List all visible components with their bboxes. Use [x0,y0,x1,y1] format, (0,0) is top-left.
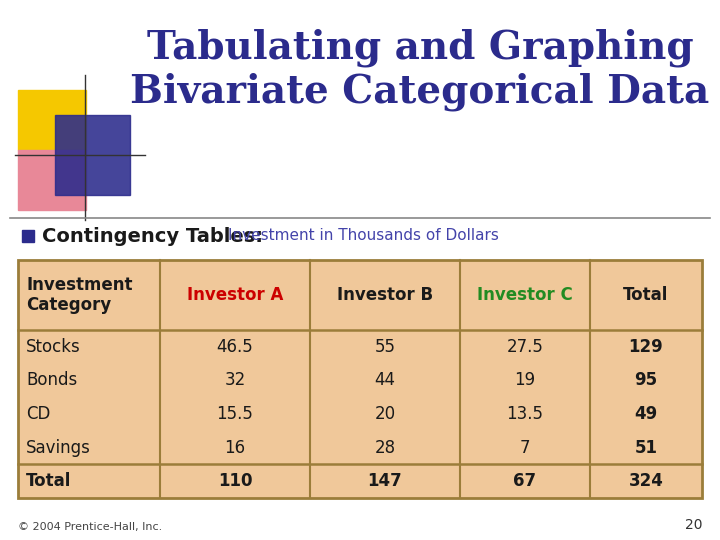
Text: Total: Total [624,286,669,304]
Text: 20: 20 [685,518,702,532]
Text: 16: 16 [225,438,246,457]
Text: 27.5: 27.5 [507,338,544,356]
Text: 13.5: 13.5 [506,405,544,423]
Text: Investor A: Investor A [186,286,283,304]
Bar [18,260,702,498]
Text: 49: 49 [634,405,657,423]
Text: 55: 55 [374,338,395,356]
Text: Tabulating and Graphing: Tabulating and Graphing [147,29,693,68]
Text: Bonds: Bonds [26,372,77,389]
Text: CD: CD [26,405,50,423]
Bar [18,90,86,150]
Text: 95: 95 [634,372,657,389]
Bar [22,230,34,242]
Text: Investor C: Investor C [477,286,573,304]
Text: 20: 20 [374,405,395,423]
Text: Investor B: Investor B [337,286,433,304]
Text: 32: 32 [225,372,246,389]
Text: Investment in Thousands of Dollars: Investment in Thousands of Dollars [228,228,499,244]
Text: 46.5: 46.5 [217,338,253,356]
Text: 147: 147 [368,472,402,490]
Bar [55,115,130,195]
Text: Savings: Savings [26,438,91,457]
Text: 28: 28 [374,438,395,457]
Text: 129: 129 [629,338,663,356]
Text: Stocks: Stocks [26,338,81,356]
Text: 19: 19 [514,372,536,389]
Text: 67: 67 [513,472,536,490]
Text: Bivariate Categorical Data: Bivariate Categorical Data [130,73,710,111]
Text: 7: 7 [520,438,530,457]
Text: © 2004 Prentice-Hall, Inc.: © 2004 Prentice-Hall, Inc. [18,522,162,532]
Text: Contingency Tables:: Contingency Tables: [42,226,263,246]
Text: 15.5: 15.5 [217,405,253,423]
Bar [18,150,86,210]
Text: 324: 324 [629,472,663,490]
Text: 51: 51 [634,438,657,457]
Text: Investment
Category: Investment Category [26,275,132,314]
Text: Total: Total [26,472,71,490]
Text: 44: 44 [374,372,395,389]
Text: 110: 110 [217,472,252,490]
